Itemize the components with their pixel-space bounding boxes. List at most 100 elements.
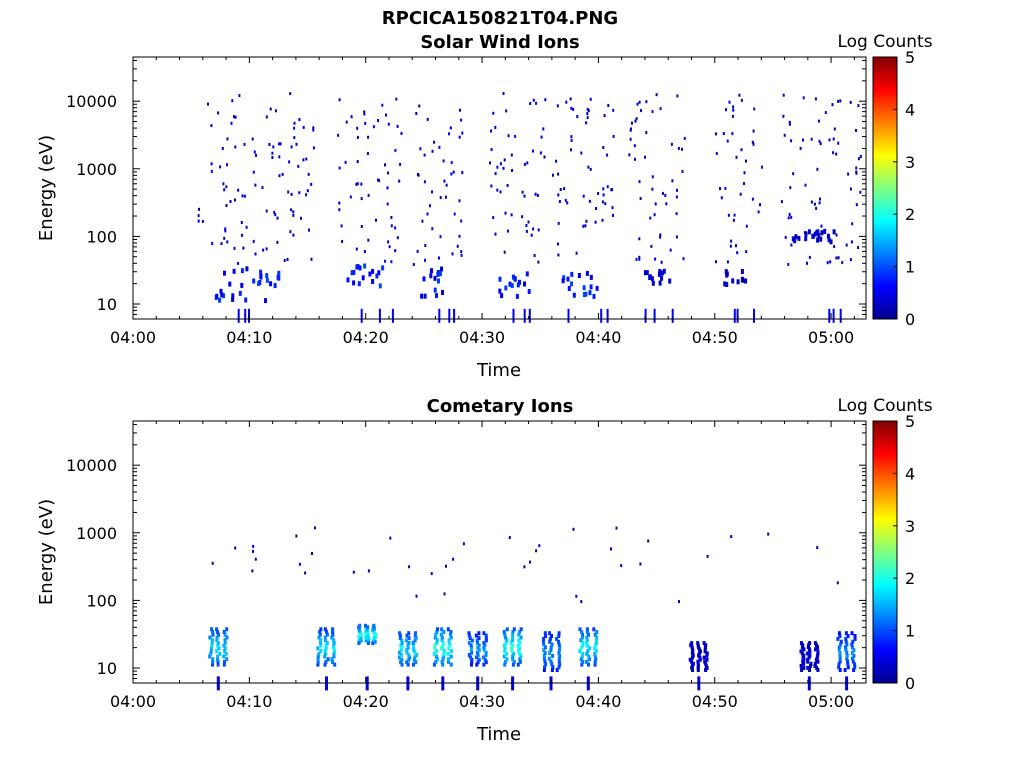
colorbar: Log Counts 0 1 2 3 4 5 bbox=[837, 32, 932, 329]
data-cell bbox=[650, 276, 654, 282]
data-cell bbox=[349, 195, 352, 199]
data-cell bbox=[809, 661, 813, 666]
data-cell bbox=[703, 647, 707, 652]
data-cell bbox=[396, 124, 399, 128]
data-cell bbox=[813, 231, 817, 237]
data-cell bbox=[831, 103, 834, 107]
data-cell bbox=[424, 244, 427, 247]
data-cell bbox=[338, 166, 341, 170]
data-cell bbox=[835, 233, 838, 237]
data-cell bbox=[806, 651, 810, 656]
data-cell bbox=[237, 261, 240, 265]
data-cell bbox=[489, 161, 491, 165]
data-cell bbox=[815, 665, 819, 670]
data-cell bbox=[224, 229, 227, 233]
data-cell bbox=[696, 663, 700, 668]
data-cell bbox=[582, 292, 586, 298]
data-cell bbox=[580, 662, 584, 667]
data-cell bbox=[841, 261, 844, 265]
colorbar-tick-label: 0 bbox=[905, 674, 915, 693]
data-cell bbox=[400, 640, 404, 645]
data-cell bbox=[416, 249, 419, 253]
data-cell bbox=[589, 284, 593, 290]
colorbar-tick-label: 2 bbox=[905, 569, 915, 588]
data-cell bbox=[846, 634, 850, 638]
data-cell bbox=[219, 165, 222, 169]
data-cell bbox=[483, 643, 487, 648]
data-cell bbox=[211, 630, 215, 634]
data-cell bbox=[323, 649, 327, 653]
data-cell bbox=[221, 147, 224, 150]
data-cell bbox=[222, 662, 226, 667]
data-cell bbox=[237, 188, 240, 192]
data-cell bbox=[502, 92, 505, 95]
data-cell bbox=[220, 242, 223, 246]
data-cell bbox=[226, 137, 229, 141]
data-cell bbox=[725, 108, 727, 112]
data-cell bbox=[433, 646, 437, 651]
data-cell bbox=[257, 281, 261, 287]
data-cell bbox=[593, 662, 597, 667]
data-cell bbox=[500, 293, 504, 299]
data-cell bbox=[817, 119, 820, 123]
data-cell bbox=[817, 233, 821, 239]
data-cell bbox=[384, 259, 387, 263]
data-cell bbox=[310, 182, 313, 186]
data-cell bbox=[397, 650, 401, 655]
data-cell bbox=[816, 668, 820, 672]
data-cell bbox=[849, 100, 852, 104]
data-cell bbox=[601, 218, 604, 222]
data-cell bbox=[595, 207, 598, 210]
data-cell bbox=[405, 650, 409, 655]
data-cell bbox=[467, 653, 471, 657]
data-cell bbox=[496, 188, 499, 192]
data-cell bbox=[595, 285, 599, 291]
data-cell bbox=[562, 275, 566, 281]
data-cell bbox=[475, 638, 479, 643]
data-cell bbox=[651, 175, 654, 179]
data-cell bbox=[585, 630, 589, 634]
data-cell bbox=[654, 202, 657, 206]
data-cell bbox=[356, 182, 359, 186]
data-cell bbox=[505, 109, 508, 113]
data-cell bbox=[593, 643, 597, 648]
data-cell bbox=[813, 663, 817, 668]
data-cell bbox=[802, 647, 806, 652]
data-cell bbox=[852, 668, 856, 672]
data-cell bbox=[724, 186, 727, 190]
data-cell bbox=[201, 219, 204, 223]
data-cell bbox=[405, 638, 408, 643]
data-cell bbox=[578, 649, 582, 653]
data-cell bbox=[215, 638, 219, 643]
data-cell bbox=[638, 255, 641, 259]
data-cell bbox=[367, 569, 370, 573]
data-cell bbox=[224, 651, 228, 656]
data-cell bbox=[537, 228, 540, 232]
data-cell bbox=[639, 562, 642, 566]
data-cell bbox=[417, 173, 420, 177]
data-cell bbox=[668, 278, 672, 284]
data-cell bbox=[824, 111, 827, 115]
data-cell bbox=[386, 202, 389, 206]
data-cell bbox=[245, 266, 249, 272]
data-cell bbox=[722, 132, 725, 135]
data-cell bbox=[657, 271, 661, 277]
data-cell bbox=[808, 641, 812, 646]
data-cell bbox=[492, 216, 495, 220]
data-cell bbox=[836, 636, 840, 641]
data-cell bbox=[557, 639, 560, 644]
data-cell bbox=[733, 213, 736, 217]
data-cell bbox=[319, 627, 323, 632]
data-cell bbox=[337, 133, 340, 137]
data-cell bbox=[838, 634, 842, 638]
data-cell bbox=[216, 630, 219, 634]
data-cell bbox=[504, 651, 508, 656]
data-cell bbox=[502, 654, 506, 659]
data-cell bbox=[702, 655, 706, 660]
data-cell bbox=[837, 648, 841, 653]
data-cell bbox=[845, 642, 849, 647]
data-cell bbox=[794, 234, 798, 240]
data-cell bbox=[223, 659, 226, 664]
data-cell bbox=[539, 151, 542, 155]
data-cell bbox=[579, 638, 583, 643]
